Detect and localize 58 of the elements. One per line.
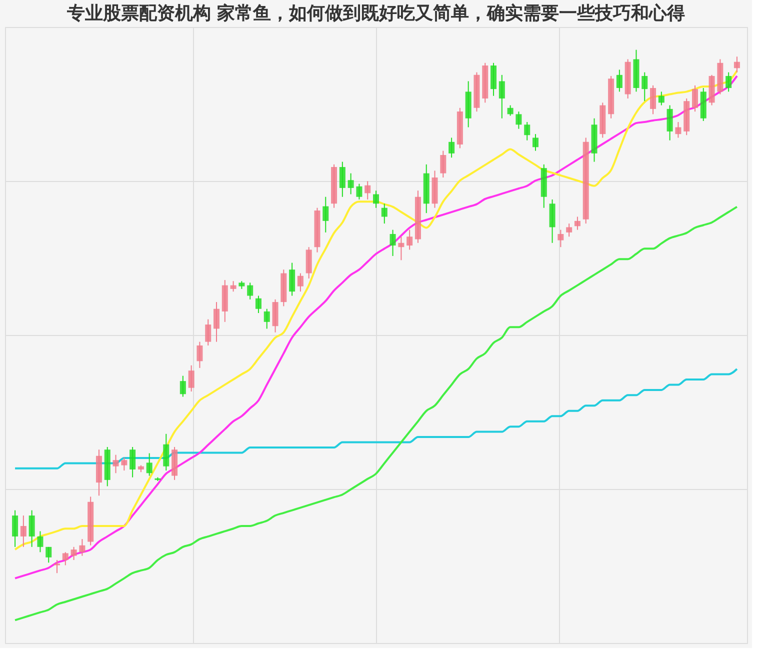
candlestick [734,56,740,73]
candlestick [37,530,44,553]
candlestick [398,236,404,261]
candlestick [364,180,371,200]
candlestick [121,456,128,472]
candlestick [46,546,52,564]
candlestick [692,84,698,112]
candlestick [205,318,212,346]
candlestick [666,104,673,141]
candlestick [650,84,656,115]
candlestick [642,72,648,102]
candlestick [490,62,497,96]
candlestick [163,433,170,472]
candlestick [247,282,254,300]
candlestick [373,190,379,208]
candlestick [339,161,346,198]
candlestick [574,216,580,230]
candlestick [130,446,136,478]
candlestick [70,546,77,561]
candlestick [188,364,194,392]
candlestick [112,454,119,474]
candlestick [196,341,203,368]
candlestick [558,229,564,248]
candlestick [214,302,220,342]
candlestick [675,122,682,138]
candlestick [28,510,35,548]
candlestick [146,452,152,476]
candlestick [264,308,270,330]
candlestick [507,104,514,116]
candlestick [79,538,86,556]
candlestick [62,552,68,566]
chart-title: 专业股票配资机构 家常鱼，如何做到既好吃又简单，确实需要一些技巧和心得 [66,3,686,24]
candlestick [322,196,329,233]
candlestick [566,223,572,238]
candlestick [616,69,622,92]
candlestick [658,91,664,106]
candlestick [726,72,732,92]
candlestick [532,134,538,152]
candlestick [306,246,312,279]
candlestick [516,111,522,130]
candlestick [297,272,304,292]
candlestick [356,183,362,200]
candlestick [440,150,446,178]
candlestick [20,515,26,548]
candlestick [289,262,296,296]
candlestick [348,172,354,195]
candlestick [54,560,60,574]
candlestick [255,295,262,314]
candlestick [381,203,388,224]
candlestick [12,510,18,548]
candlestick [524,122,530,141]
candlestick [406,229,413,250]
candlestick [549,198,556,244]
candlestick [230,280,236,292]
candlestick [498,74,505,119]
candlestick [390,229,396,256]
candlestick [448,137,455,158]
candlestick [180,375,186,398]
